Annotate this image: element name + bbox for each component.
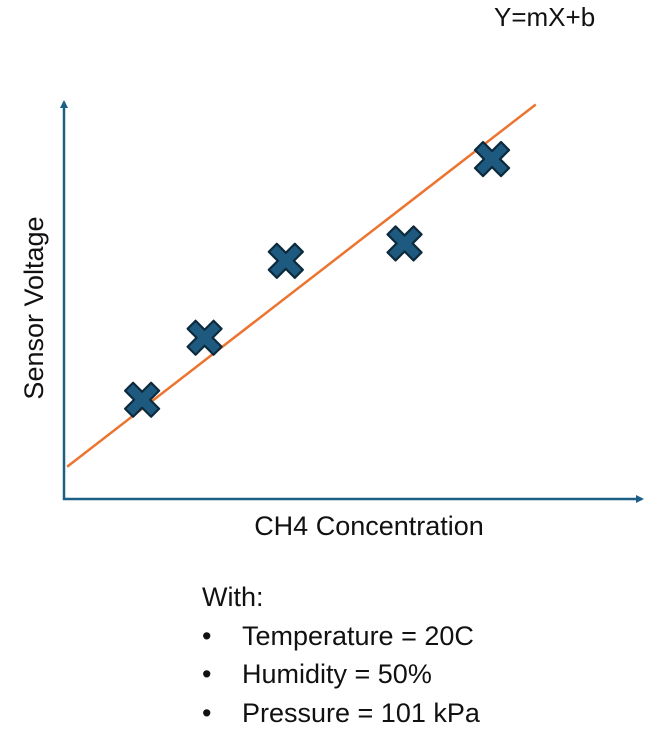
- fit-line-label: Y=mX+b: [494, 2, 595, 32]
- condition-text: Temperature = 20C: [242, 620, 474, 651]
- condition-item-temperature: • Temperature = 20C: [202, 617, 480, 656]
- x-axis-label: CH4 Concentration: [254, 511, 484, 541]
- bullet-icon: •: [202, 697, 212, 728]
- data-point: [124, 381, 161, 418]
- conditions-list: • Temperature = 20C • Humidity = 50% • P…: [202, 617, 480, 733]
- bullet-icon: •: [202, 659, 212, 689]
- condition-item-pressure: • Pressure = 101 kPa: [202, 694, 480, 733]
- data-point: [473, 140, 511, 178]
- y-axis-label: Sensor Voltage: [19, 216, 49, 399]
- data-point: [186, 319, 223, 356]
- scatter-chart: Y=mX+b CH4 Concentration Sensor Voltage: [19, 2, 644, 541]
- data-point: [386, 225, 423, 262]
- condition-text: Pressure = 101 kPa: [242, 697, 480, 728]
- bullet-icon: •: [202, 620, 212, 651]
- condition-text: Humidity = 50%: [242, 659, 432, 689]
- condition-item-humidity: • Humidity = 50%: [202, 655, 480, 694]
- data-point: [267, 242, 304, 279]
- notes-heading: With:: [202, 582, 264, 612]
- data-points: [124, 140, 511, 418]
- conditions-notes: With: • Temperature = 20C • Humidity = 5…: [202, 578, 480, 732]
